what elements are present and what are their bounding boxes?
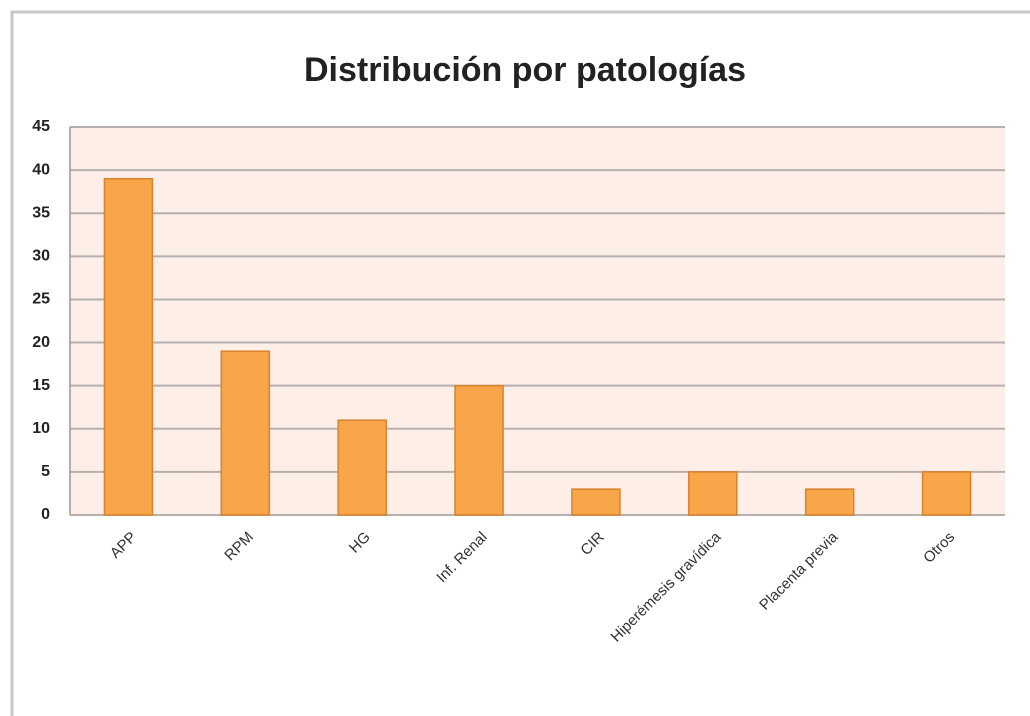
bar [454, 384, 504, 516]
y-tick-label: 30 [32, 248, 50, 265]
bar [103, 177, 154, 516]
y-tick-label: 35 [32, 204, 50, 221]
bar [571, 488, 621, 516]
plot-area [70, 127, 1005, 515]
y-tick-label: 5 [41, 463, 50, 480]
bar [921, 471, 972, 516]
y-tick-label: 15 [32, 377, 50, 394]
y-tick-label: 40 [32, 161, 50, 178]
y-tick-label: 10 [32, 420, 50, 437]
y-tick-label: 0 [41, 506, 50, 523]
y-tick-label: 25 [32, 291, 50, 308]
bar [804, 488, 855, 516]
y-tick-label: 45 [32, 118, 50, 135]
bar [688, 471, 738, 516]
chart-title: Distribución por patologías [304, 51, 746, 89]
bar [220, 350, 271, 516]
y-tick-label: 20 [32, 334, 50, 351]
bar [337, 419, 387, 516]
